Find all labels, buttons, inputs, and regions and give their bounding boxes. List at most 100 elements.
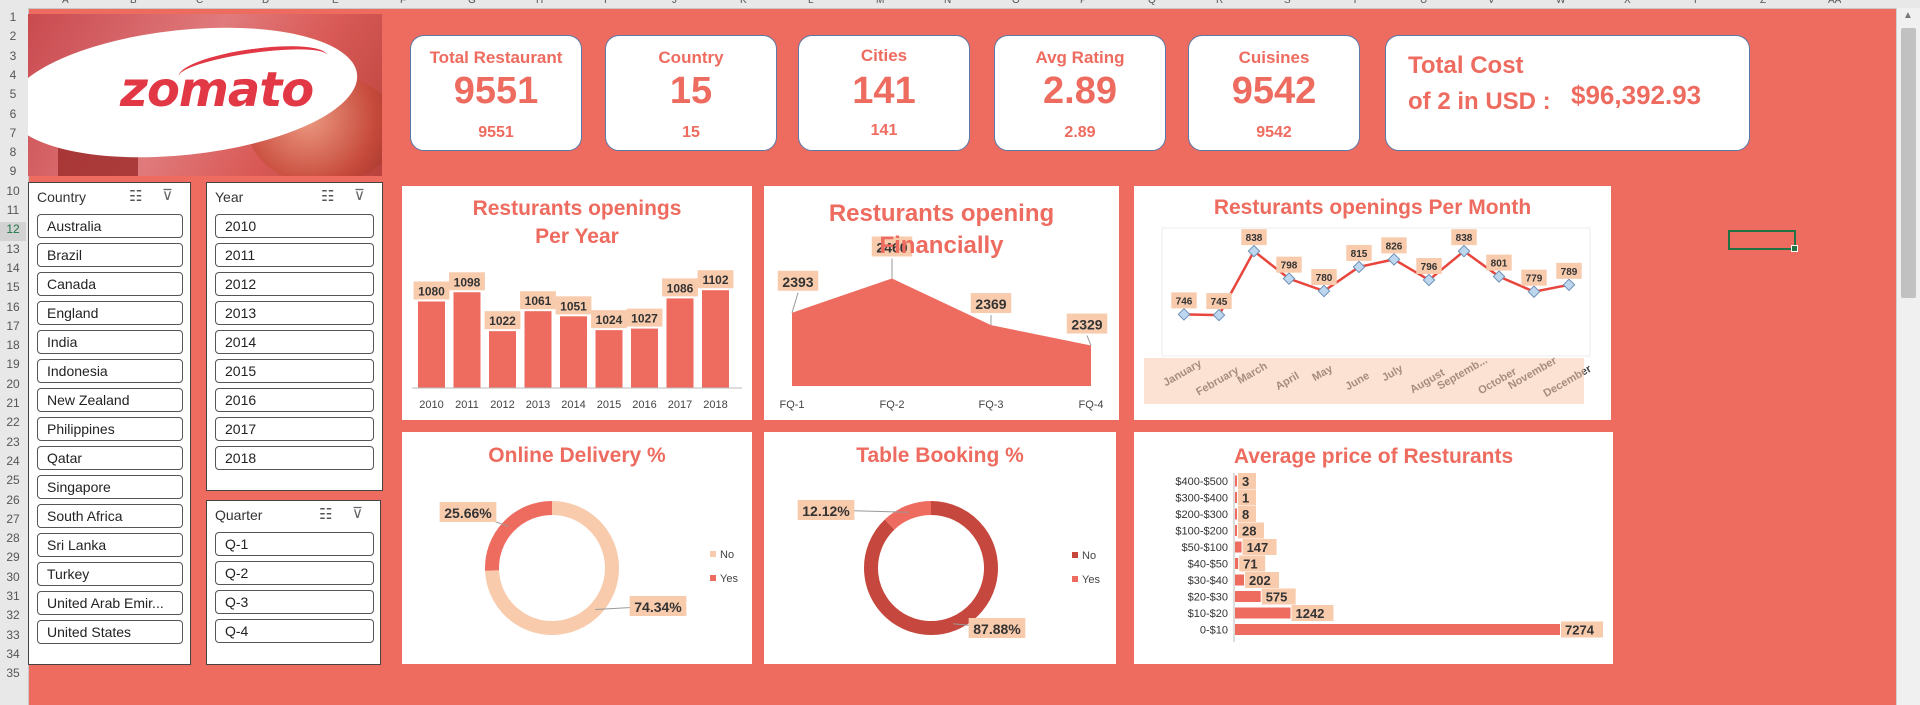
column-label[interactable]: K bbox=[740, 0, 747, 6]
column-label[interactable]: Y bbox=[1692, 0, 1699, 6]
row-label[interactable]: 13 bbox=[6, 241, 20, 256]
column-label[interactable]: U bbox=[1420, 0, 1428, 6]
slicer-item-country[interactable]: England bbox=[37, 301, 183, 325]
column-label[interactable]: C bbox=[196, 0, 204, 6]
column-label[interactable]: P bbox=[1080, 0, 1087, 6]
slicer-item-year[interactable]: 2012 bbox=[215, 272, 374, 296]
row-label[interactable]: 24 bbox=[6, 453, 20, 468]
scrollbar-thumb[interactable] bbox=[1901, 28, 1916, 298]
row-label[interactable]: 15 bbox=[6, 280, 20, 295]
multi-select-icon[interactable]: ☷ bbox=[321, 188, 335, 205]
slicer-item-country[interactable]: Indonesia bbox=[37, 359, 183, 383]
slicer-item-country[interactable]: Qatar bbox=[37, 446, 183, 470]
row-label[interactable]: 7 bbox=[9, 125, 17, 140]
multi-select-icon[interactable]: ☷ bbox=[129, 188, 143, 205]
column-label[interactable]: Z bbox=[1760, 0, 1767, 6]
clear-filter-icon[interactable]: ⊽ bbox=[162, 187, 173, 204]
scroll-up-icon[interactable]: ▲ bbox=[1903, 10, 1913, 21]
column-label[interactable]: V bbox=[1488, 0, 1495, 6]
row-label[interactable]: 20 bbox=[6, 376, 20, 391]
quarter-slicer[interactable]: Quarter ☷ ⊽ Q-1 Q-2 Q-3 Q-4 bbox=[206, 500, 381, 665]
row-label[interactable]: 1 bbox=[9, 10, 17, 24]
slicer-item-year[interactable]: 2013 bbox=[215, 301, 374, 325]
row-label[interactable]: 11 bbox=[6, 203, 20, 217]
vertical-scrollbar[interactable]: ▲ bbox=[1896, 8, 1920, 705]
row-label[interactable]: 27 bbox=[6, 511, 20, 526]
slicer-item-quarter[interactable]: Q-4 bbox=[215, 619, 374, 643]
row-label[interactable]: 5 bbox=[9, 87, 17, 102]
country-slicer[interactable]: Country ☷ ⊽ Australia Brazil Canada England… bbox=[28, 182, 191, 665]
slicer-item-year[interactable]: 2016 bbox=[215, 388, 374, 412]
row-label[interactable]: 14 bbox=[6, 260, 20, 275]
column-label[interactable]: Q bbox=[1148, 0, 1156, 6]
slicer-item-quarter[interactable]: Q-2 bbox=[215, 561, 374, 585]
slicer-item-quarter[interactable]: Q-1 bbox=[215, 532, 374, 556]
slicer-item-country[interactable]: Philippines bbox=[37, 417, 183, 441]
row-label[interactable]: 12 bbox=[0, 222, 26, 242]
row-label[interactable]: 21 bbox=[6, 396, 20, 410]
slicer-item-year[interactable]: 2015 bbox=[215, 359, 374, 383]
column-label[interactable]: R bbox=[1216, 0, 1224, 6]
slicer-item-country[interactable]: Singapore bbox=[37, 475, 183, 499]
row-label[interactable]: 3 bbox=[9, 48, 17, 63]
clear-filter-icon[interactable]: ⊽ bbox=[352, 505, 363, 522]
year-slicer[interactable]: Year ☷ ⊽ 2010 2011 2012 2013 2014 2015 2016 201… bbox=[206, 182, 383, 491]
slicer-item-country[interactable]: United States bbox=[37, 620, 183, 644]
row-label[interactable]: 4 bbox=[9, 67, 17, 82]
row-label[interactable]: 6 bbox=[9, 106, 17, 121]
slicer-item-country[interactable]: Brazil bbox=[37, 243, 183, 267]
slicer-item-year[interactable]: 2010 bbox=[215, 214, 374, 238]
column-label[interactable]: L bbox=[808, 0, 814, 6]
slicer-item-country[interactable]: United Arab Emir... bbox=[37, 591, 183, 615]
column-label[interactable]: I bbox=[604, 0, 607, 6]
row-label[interactable]: 34 bbox=[6, 646, 20, 661]
row-label[interactable]: 9 bbox=[9, 164, 17, 179]
row-label[interactable]: 29 bbox=[6, 550, 20, 565]
row-label[interactable]: 23 bbox=[6, 434, 20, 449]
slicer-item-country[interactable]: Sri Lanka bbox=[37, 533, 183, 557]
row-label[interactable]: 26 bbox=[6, 492, 20, 507]
column-label[interactable]: J bbox=[672, 0, 677, 6]
column-label[interactable]: X bbox=[1624, 0, 1631, 6]
row-label[interactable]: 25 bbox=[6, 473, 20, 488]
row-label[interactable]: 30 bbox=[6, 569, 20, 584]
row-label[interactable]: 32 bbox=[6, 608, 20, 623]
slicer-item-country[interactable]: South Africa bbox=[37, 504, 183, 528]
row-label[interactable]: 28 bbox=[6, 531, 20, 546]
row-label[interactable]: 18 bbox=[6, 338, 20, 353]
column-label[interactable]: E bbox=[332, 0, 339, 6]
row-label[interactable]: 10 bbox=[6, 183, 20, 198]
column-label[interactable]: D bbox=[262, 0, 270, 6]
selected-cell[interactable] bbox=[1728, 230, 1798, 252]
slicer-item-year[interactable]: 2017 bbox=[215, 417, 374, 441]
slicer-item-country[interactable]: Turkey bbox=[37, 562, 183, 586]
multi-select-icon[interactable]: ☷ bbox=[319, 506, 333, 523]
slicer-item-country[interactable]: India bbox=[37, 330, 183, 354]
slicer-item-quarter[interactable]: Q-3 bbox=[215, 590, 374, 614]
column-label[interactable]: W bbox=[1556, 0, 1566, 6]
row-label[interactable]: 8 bbox=[9, 145, 17, 160]
row-label[interactable]: 16 bbox=[6, 299, 20, 314]
slicer-item-country[interactable]: Canada bbox=[37, 272, 183, 296]
column-label[interactable]: B bbox=[130, 0, 137, 6]
fill-handle[interactable] bbox=[1791, 245, 1798, 252]
column-label[interactable]: G bbox=[468, 0, 476, 6]
column-label[interactable]: AA bbox=[1828, 0, 1842, 6]
column-label[interactable]: O bbox=[1012, 0, 1020, 6]
slicer-item-year[interactable]: 2014 bbox=[215, 330, 374, 354]
slicer-item-country[interactable]: Australia bbox=[37, 214, 183, 238]
slicer-item-year[interactable]: 2018 bbox=[215, 446, 374, 470]
column-label[interactable]: M bbox=[876, 0, 885, 6]
row-label[interactable]: 22 bbox=[6, 415, 20, 430]
column-label[interactable]: A bbox=[62, 0, 69, 6]
column-label[interactable]: T bbox=[1352, 0, 1359, 6]
row-label[interactable]: 19 bbox=[6, 357, 20, 372]
row-label[interactable]: 35 bbox=[6, 666, 20, 681]
row-label[interactable]: 33 bbox=[6, 627, 20, 642]
row-label[interactable]: 2 bbox=[9, 29, 17, 44]
column-label[interactable]: H bbox=[536, 0, 544, 6]
slicer-item-year[interactable]: 2011 bbox=[215, 243, 374, 267]
clear-filter-icon[interactable]: ⊽ bbox=[354, 187, 365, 204]
column-label[interactable]: S bbox=[1284, 0, 1291, 6]
column-label[interactable]: N bbox=[944, 0, 952, 6]
